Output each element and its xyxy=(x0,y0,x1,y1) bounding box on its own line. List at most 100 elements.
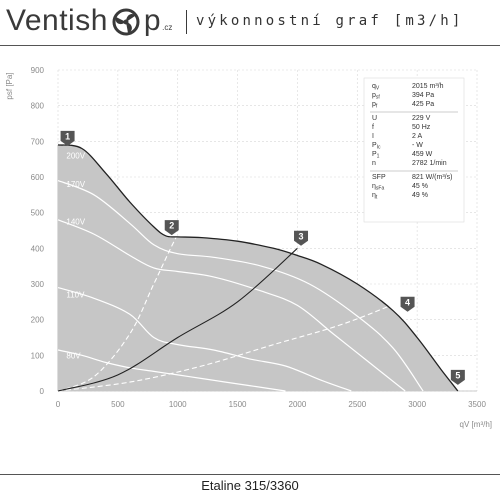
marker-number: 5 xyxy=(455,370,460,380)
page-title: výkonnostní graf [m3/h] xyxy=(196,13,464,29)
marker-badge xyxy=(294,230,309,246)
y-tick-label: 900 xyxy=(31,66,45,75)
y-tick-label: 400 xyxy=(31,244,45,253)
y-tick-label: 100 xyxy=(31,351,45,360)
info-symbol: pf xyxy=(372,101,378,110)
marker-number: 4 xyxy=(405,297,410,307)
y-tick-label: 600 xyxy=(31,173,45,182)
info-value: 425 Pa xyxy=(412,101,434,108)
info-row: f 50 Hz xyxy=(372,124,431,131)
marker-label: 70% ηmax xyxy=(181,221,219,230)
info-value: 2782 1/min xyxy=(412,160,447,167)
info-row: PIc - W xyxy=(372,142,423,151)
info-row: P1 459 W xyxy=(372,151,433,160)
info-symbol: ηsFa xyxy=(372,183,384,192)
info-row: n 2782 1/min xyxy=(372,160,447,167)
x-tick-label: 3000 xyxy=(408,400,426,409)
info-box-frame xyxy=(363,77,465,223)
footer-rule xyxy=(0,474,500,475)
x-tick-label: 500 xyxy=(111,400,125,409)
info-value: 49 % xyxy=(412,192,428,199)
x-axis-label: qV [m³/h] xyxy=(460,420,492,429)
y-tick-label: 300 xyxy=(31,280,45,289)
info-row: I 2 A xyxy=(372,133,422,140)
info-row: SFP 821 W/(m³/s) xyxy=(372,174,452,181)
x-tick-label: 1000 xyxy=(169,400,187,409)
performance-chart: 0 500 1000 1500 2000 2500 3000 3500010020030040… xyxy=(5,66,492,429)
info-box: qV 2015 m³/h psf 394 Pa pf 425 Pa U 229 V f 50 Hz… xyxy=(363,77,465,223)
speed-curve-170V xyxy=(57,180,424,392)
info-symbol: ηt xyxy=(372,192,378,201)
brand-name-left: Ventish xyxy=(6,4,108,37)
marker-number: 3 xyxy=(299,231,304,241)
info-row: psf 394 Pa xyxy=(372,92,434,101)
speed-curve-80V xyxy=(57,349,286,392)
x-tick-label: 2500 xyxy=(348,400,366,409)
marker-label: ηmax xyxy=(310,232,330,241)
y-tick-label: 800 xyxy=(31,102,45,111)
curve-label-110V: 110V xyxy=(66,291,85,300)
info-symbol: SFP xyxy=(372,174,386,181)
model-name: Etaline 315/3360 xyxy=(201,478,299,493)
info-row: qV 2015 m³/h xyxy=(372,83,444,92)
header-rule xyxy=(0,45,500,46)
info-symbol: P1 xyxy=(372,151,380,160)
speed-curves xyxy=(57,180,424,392)
info-symbol: qV xyxy=(372,83,380,92)
speed-curve-110V xyxy=(57,287,352,392)
marker-1: 1 xyxy=(60,130,75,146)
info-row: pf 425 Pa xyxy=(372,101,434,110)
marker-number: 2 xyxy=(169,221,174,231)
marker-badge xyxy=(450,369,465,385)
info-row: U 229 V xyxy=(372,115,431,122)
marker-badge xyxy=(60,130,75,146)
info-value: 821 W/(m³/s) xyxy=(412,174,452,181)
info-row: ηt 49 % xyxy=(372,192,428,201)
marker-label: 70% ηmax xyxy=(417,298,455,307)
operating-region xyxy=(58,144,458,391)
curve-label-140V: 140V xyxy=(66,218,85,227)
marker-number: 1 xyxy=(65,131,70,141)
info-symbol: I xyxy=(372,133,374,140)
info-value: - W xyxy=(412,142,423,149)
info-value: 229 V xyxy=(412,115,431,122)
curve-label-200V: 200V xyxy=(66,152,85,161)
curve-label-170V: 170V xyxy=(66,180,85,189)
marker-4: 4 70% ηmax xyxy=(400,296,455,312)
info-value: 50 Hz xyxy=(412,124,431,131)
x-tick-label: 2000 xyxy=(289,400,307,409)
speed-curve-140V xyxy=(57,219,406,392)
info-symbol: U xyxy=(372,115,377,122)
brand-tld: .cz xyxy=(162,23,173,32)
operating-line xyxy=(57,247,298,392)
efficiency-curves xyxy=(57,191,466,392)
info-value: 2 A xyxy=(412,133,422,140)
x-tick-label: 0 xyxy=(56,400,61,409)
y-tick-label: 500 xyxy=(31,209,45,218)
x-tick-label: 1500 xyxy=(229,400,247,409)
brand-logo[interactable]: Ventish p .cz xyxy=(6,4,172,40)
header-separator xyxy=(186,10,187,34)
y-tick-label: 200 xyxy=(31,316,45,325)
max-curve xyxy=(57,144,459,392)
info-value: 394 Pa xyxy=(412,92,434,99)
x-tick-label: 3500 xyxy=(468,400,486,409)
y-axis-label: psf [Pa] xyxy=(5,72,14,99)
curve-labels: 200V 170V 140V 110V 80V xyxy=(66,152,85,361)
marker-2: 2 70% ηmax xyxy=(164,220,219,236)
fan-icon xyxy=(112,8,140,36)
marker-5: 5 xyxy=(450,369,465,385)
info-value: 2015 m³/h xyxy=(412,83,444,90)
info-row: ηsFa 45 % xyxy=(372,183,428,192)
info-value: 459 W xyxy=(412,151,433,158)
info-value: 45 % xyxy=(412,183,428,190)
curve-label-80V: 80V xyxy=(66,351,81,360)
info-symbol: f xyxy=(372,124,374,131)
brand-name-right: p xyxy=(143,4,162,37)
marker-badge xyxy=(164,220,179,236)
marker-badge xyxy=(400,296,415,312)
efficiency-curve-2 xyxy=(57,191,203,392)
marker-3: 3 ηmax xyxy=(294,230,330,246)
y-tick-label: 0 xyxy=(40,387,45,396)
info-symbol: n xyxy=(372,160,376,167)
